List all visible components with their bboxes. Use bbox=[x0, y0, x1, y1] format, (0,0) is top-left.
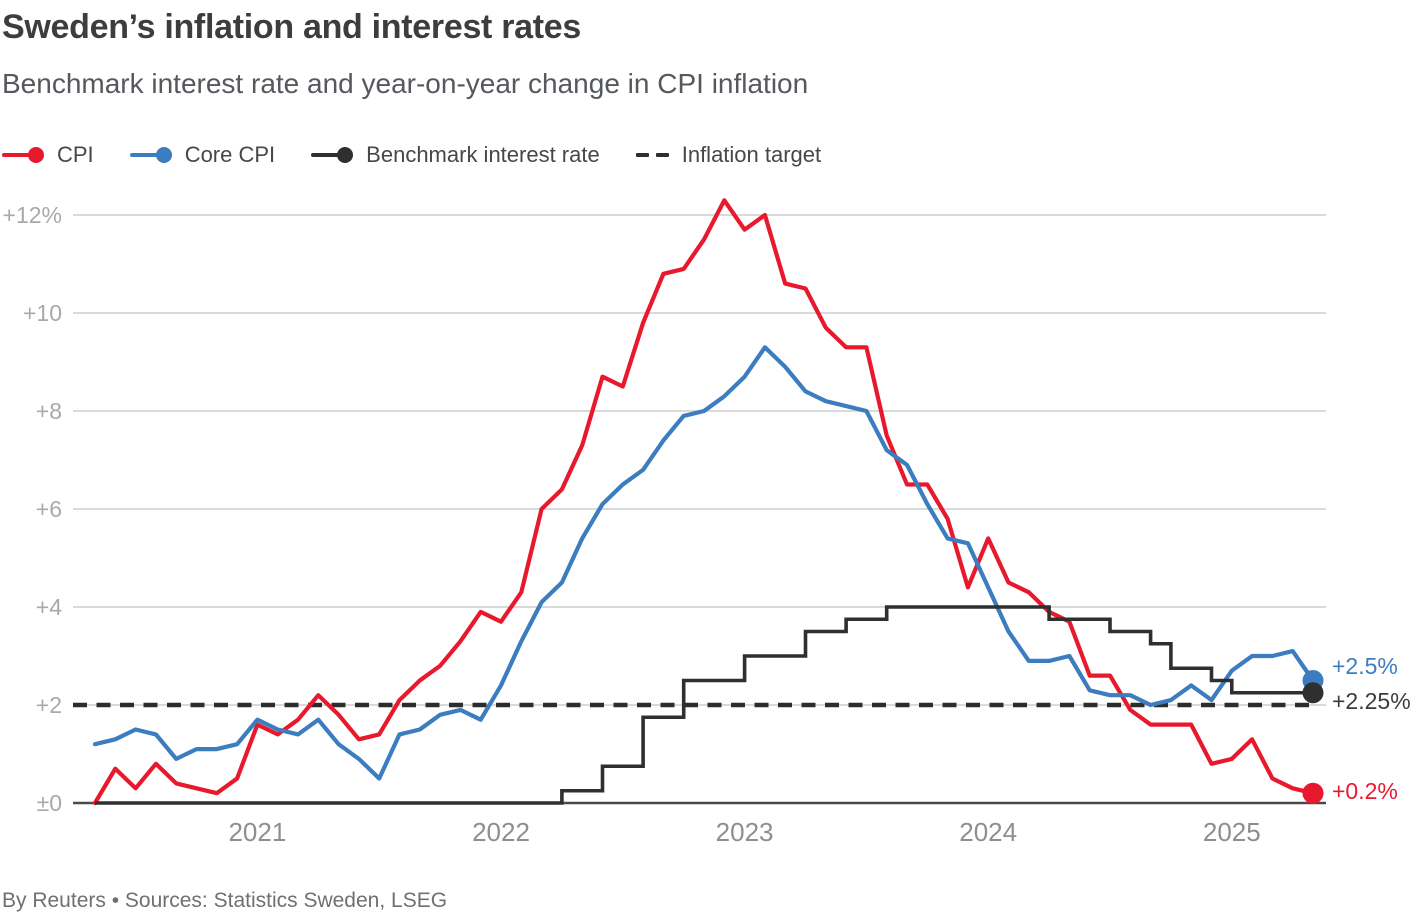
benchmark-interest-rate-line bbox=[95, 605, 1313, 805]
core-cpi-line-dot-icon bbox=[129, 147, 172, 164]
y-tick-label: ±0 bbox=[37, 790, 62, 816]
y-tick-label: +8 bbox=[36, 398, 62, 424]
x-tick-label-2021: 2021 bbox=[228, 817, 286, 847]
x-tick-label-2025: 2025 bbox=[1203, 817, 1261, 847]
legend-item-benchmark: Benchmark interest rate bbox=[311, 142, 600, 168]
x-tick-label-2023: 2023 bbox=[716, 817, 774, 847]
cpi-end-dot bbox=[1302, 782, 1324, 804]
y-tick-label: +10 bbox=[23, 300, 62, 326]
legend: CPI Core CPI Benchmark interest rate Inf… bbox=[2, 142, 821, 168]
y-tick-label: +2 bbox=[36, 692, 62, 718]
y-tick-label: +6 bbox=[36, 496, 62, 522]
cpi-line bbox=[92, 198, 1316, 806]
core-cpi-line bbox=[92, 345, 1316, 781]
legend-label-cpi: CPI bbox=[57, 142, 94, 167]
legend-item-inflation-target: Inflation target bbox=[635, 142, 822, 168]
chart-subtitle: Benchmark interest rate and year-on-year… bbox=[2, 68, 809, 99]
legend-item-cpi: CPI bbox=[2, 142, 94, 168]
source-credit: By Reuters • Sources: Statistics Sweden,… bbox=[2, 889, 448, 912]
legend-label-core-cpi: Core CPI bbox=[184, 142, 276, 167]
chart-title: Sweden’s inflation and interest rates bbox=[2, 8, 582, 46]
cpi-end-label: +0.2% bbox=[1332, 778, 1398, 804]
legend-label-inflation-target: Inflation target bbox=[681, 142, 822, 167]
benchmark-interest-rate-end-dot bbox=[1302, 682, 1324, 704]
legend-item-core-cpi: Core CPI bbox=[129, 142, 276, 168]
y-tick-label: +4 bbox=[36, 594, 62, 620]
benchmark-end-label: +2.25% bbox=[1332, 688, 1411, 714]
x-tick-label-2022: 2022 bbox=[472, 817, 530, 847]
y-tick-label: +12% bbox=[3, 202, 62, 228]
core-cpi-end-label: +2.5% bbox=[1332, 653, 1398, 679]
x-tick-label-2024: 2024 bbox=[959, 817, 1017, 847]
legend-label-benchmark: Benchmark interest rate bbox=[366, 142, 600, 167]
benchmark-line-dot-icon bbox=[311, 147, 354, 164]
cpi-line-dot-icon bbox=[2, 147, 44, 164]
inflation-target-dashes-icon bbox=[635, 152, 669, 158]
